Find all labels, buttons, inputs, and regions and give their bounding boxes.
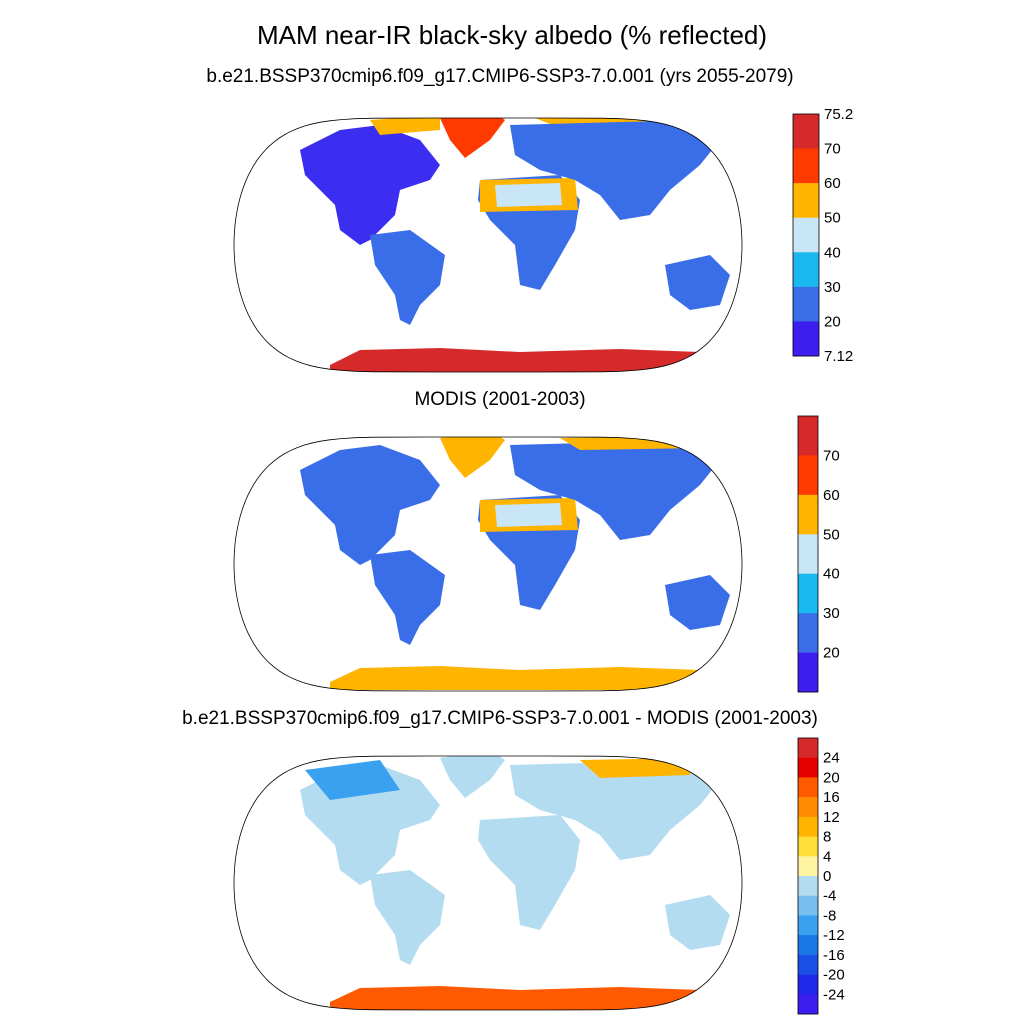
greenland-3 (440, 756, 505, 798)
colorbar-1-label: 50 (824, 210, 841, 227)
colorbar-3-segment-1 (798, 738, 818, 759)
colorbar-1-segment-1 (793, 114, 819, 149)
colorbar-3-segment-14 (798, 994, 818, 1015)
colorbar-1-segment-2 (793, 148, 819, 184)
colorbar-1-segment-6 (793, 286, 819, 322)
colorbar-3-segment-9 (798, 895, 818, 916)
sahara-light-2 (495, 503, 562, 527)
colorbar-3-segment-3 (798, 777, 818, 798)
colorbar-2: 70 60 50 40 30 20 (797, 415, 840, 693)
north-america-1 (300, 125, 440, 245)
colorbar-2-segment-2 (798, 455, 818, 496)
australia-2 (665, 575, 730, 630)
south-america-1 (370, 230, 445, 325)
land-shading-2 (300, 437, 740, 690)
map-panel-2 (300, 437, 740, 690)
colorbar-1-segment-5 (793, 252, 819, 288)
antarctica-2 (330, 666, 740, 690)
panel-1-title: b.e21.BSSP370cmip6.f09_g17.CMIP6-SSP3-7.… (206, 66, 794, 87)
map-boundary-2 (233, 436, 743, 692)
australia-3 (665, 895, 730, 950)
map-boundary-1 (233, 117, 743, 373)
north-america-2 (300, 445, 440, 565)
sahara-light-1 (495, 183, 562, 207)
colorbar-2-label: 30 (823, 605, 840, 622)
map-panel-1 (300, 118, 740, 372)
map-boundary-3 (233, 755, 743, 1011)
colorbar-1-frame (792, 113, 820, 357)
colorbar-3-label: 8 (823, 829, 831, 846)
colorbar-2-frame (797, 415, 819, 693)
colorbar-3-label: 20 (823, 769, 840, 786)
colorbar-1-label: 60 (824, 175, 841, 192)
colorbar-3-label: -4 (823, 888, 836, 905)
colorbar-3-segment-10 (798, 915, 818, 936)
colorbar-1-segment-7 (793, 321, 819, 357)
colorbar-2-segment-5 (798, 573, 818, 614)
colorbar-3-segment-6 (798, 836, 818, 857)
colorbar-3-frame (797, 737, 819, 1015)
colorbar-3-label: -12 (823, 927, 845, 944)
colorbar-3-label: -16 (823, 947, 845, 964)
colorbar-1-label: 30 (824, 279, 841, 296)
land-shading-3 (300, 756, 740, 1010)
colorbar-2-segment-3 (798, 494, 818, 535)
antarctica-1 (330, 348, 740, 372)
colorbar-2-segment-7 (798, 652, 818, 693)
colorbar-2-label: 20 (823, 645, 840, 662)
colorbar-2-label: 50 (823, 526, 840, 543)
colorbar-3-segment-7 (798, 856, 818, 877)
panel-3-title: b.e21.BSSP370cmip6.f09_g17.CMIP6-SSP3-7.… (182, 708, 818, 729)
colorbar-3-label: -8 (823, 907, 836, 924)
colorbar-3-segment-13 (798, 974, 818, 995)
colorbar-3-segment-11 (798, 935, 818, 956)
australia-1 (665, 255, 730, 310)
colorbar-3-segment-8 (798, 876, 818, 897)
south-america-2 (370, 550, 445, 645)
colorbar-3-label: 24 (823, 750, 840, 767)
eurasia-1 (510, 120, 720, 220)
colorbar-2-label: 40 (823, 566, 840, 583)
colorbar-3-label: 12 (823, 809, 840, 826)
colorbar-3-label: -20 (823, 967, 845, 984)
figure-title: MAM near-IR black-sky albedo (% reflecte… (256, 20, 768, 50)
colorbar-2-segment-4 (798, 534, 818, 575)
colorbar-3-segment-4 (798, 797, 818, 818)
greenland-2 (440, 437, 505, 478)
colorbar-1: 75.2 70 60 50 40 30 20 7.12 (792, 106, 853, 365)
colorbar-1-label: 70 (824, 141, 841, 158)
colorbar-1-label: 7.12 (824, 348, 853, 365)
greenland-1 (440, 118, 505, 158)
colorbar-3-segment-2 (798, 757, 818, 778)
arctic-neg-3 (305, 760, 400, 800)
colorbar-3-label: 16 (823, 789, 840, 806)
land-shading-1 (300, 118, 740, 372)
eurasia-2 (510, 440, 720, 540)
africa-3 (478, 815, 580, 930)
colorbar-3: 24 20 16 12 8 4 0 -4 -8 -12 -16 -20 -24 (797, 737, 845, 1015)
colorbar-3-segment-5 (798, 816, 818, 837)
colorbar-1-segment-4 (793, 217, 819, 253)
map-panel-3 (300, 756, 740, 1010)
colorbar-2-segment-1 (798, 416, 818, 456)
colorbar-2-label: 70 (823, 447, 840, 464)
colorbar-3-label: -24 (823, 986, 845, 1003)
colorbar-3-label: 0 (823, 868, 831, 885)
colorbar-1-label: 75.2 (824, 106, 853, 123)
south-america-3 (370, 870, 445, 965)
colorbar-1-label: 40 (824, 244, 841, 261)
colorbar-1-label: 20 (824, 313, 841, 330)
antarctica-3 (330, 986, 740, 1010)
colorbar-3-label: 4 (823, 848, 831, 865)
colorbar-3-segment-12 (798, 954, 818, 975)
panel-2-title: MODIS (2001-2003) (414, 389, 586, 410)
colorbar-2-label: 60 (823, 487, 840, 504)
eurasia-3 (510, 760, 720, 860)
arctic-pos-3 (580, 758, 690, 778)
colorbar-2-segment-6 (798, 613, 818, 653)
colorbar-1-segment-3 (793, 183, 819, 219)
